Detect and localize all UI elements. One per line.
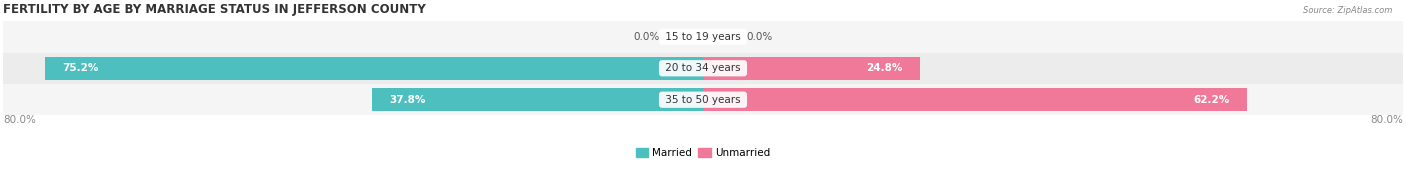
Text: 0.0%: 0.0% (747, 32, 773, 42)
Text: 37.8%: 37.8% (389, 95, 426, 105)
Text: Source: ZipAtlas.com: Source: ZipAtlas.com (1302, 6, 1392, 15)
Text: 24.8%: 24.8% (866, 63, 903, 73)
Text: 20 to 34 years: 20 to 34 years (662, 63, 744, 73)
Text: 0.0%: 0.0% (633, 32, 659, 42)
Text: 80.0%: 80.0% (1371, 115, 1403, 125)
Bar (703, 88, 1247, 111)
Text: 80.0%: 80.0% (3, 115, 35, 125)
Bar (3, 84, 1403, 115)
Text: 15 to 19 years: 15 to 19 years (662, 32, 744, 42)
Bar (45, 57, 703, 80)
Bar (3, 21, 1403, 53)
Text: 62.2%: 62.2% (1194, 95, 1230, 105)
Text: 75.2%: 75.2% (62, 63, 98, 73)
Bar (3, 53, 1403, 84)
Bar (373, 88, 703, 111)
Legend: Married, Unmarried: Married, Unmarried (631, 144, 775, 162)
Text: FERTILITY BY AGE BY MARRIAGE STATUS IN JEFFERSON COUNTY: FERTILITY BY AGE BY MARRIAGE STATUS IN J… (3, 3, 426, 16)
Bar (703, 57, 920, 80)
Text: 35 to 50 years: 35 to 50 years (662, 95, 744, 105)
